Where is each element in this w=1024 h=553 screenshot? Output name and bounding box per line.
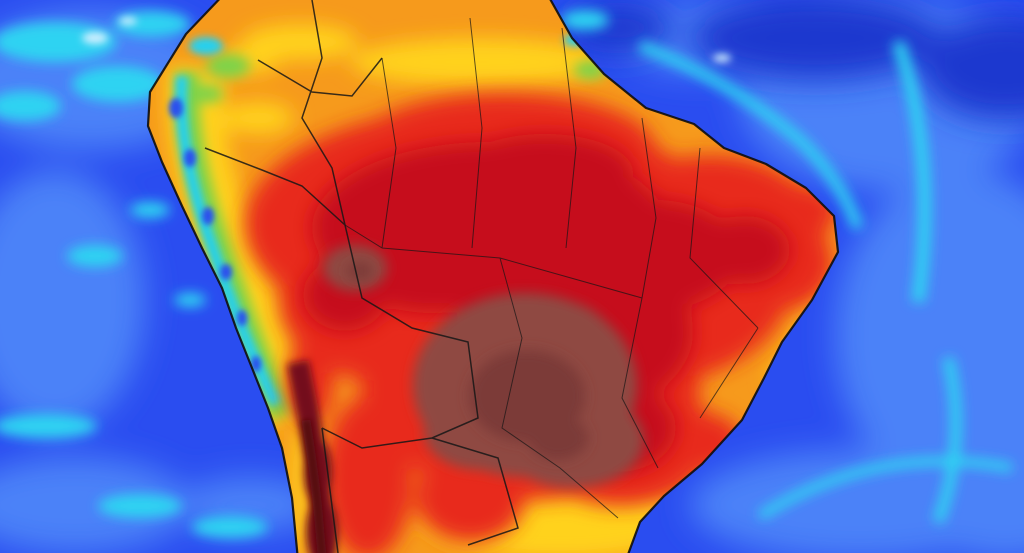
heat-blob xyxy=(347,262,373,280)
heat-blob xyxy=(570,200,740,310)
extreme-maroon-core xyxy=(347,262,588,460)
continent xyxy=(148,0,838,553)
cold-spot xyxy=(237,310,247,326)
ocean-swirl xyxy=(891,39,932,303)
cold-spot xyxy=(220,264,232,280)
ocean-swirl xyxy=(0,91,61,121)
ocean-swirl xyxy=(72,66,164,102)
darkest-stripe xyxy=(301,419,327,553)
ocean-deep xyxy=(920,16,1024,120)
ocean-swirl xyxy=(174,293,206,307)
heat-blob xyxy=(528,416,588,460)
heat-blob xyxy=(222,102,294,134)
heat-blob xyxy=(457,134,633,210)
heat-blob xyxy=(324,396,412,553)
ocean-cyan-swirls xyxy=(0,10,1013,538)
cold-speck xyxy=(713,54,731,62)
heat-blob xyxy=(700,216,790,284)
ocean-current xyxy=(915,450,1024,553)
country-borders xyxy=(204,0,519,553)
ocean-swirl xyxy=(0,22,117,62)
heat-blob xyxy=(415,453,525,543)
ocean-swirl xyxy=(114,11,190,37)
cold-spot xyxy=(251,356,261,372)
ocean-swirl xyxy=(192,516,268,538)
chile-andes-darkest-core xyxy=(301,419,327,553)
ocean-current xyxy=(0,457,190,553)
ocean-current xyxy=(0,170,145,430)
pale-specks xyxy=(82,17,731,62)
cool-blob xyxy=(193,85,223,103)
ocean-swirl xyxy=(638,40,864,230)
cold-spot xyxy=(202,207,214,225)
ocean-swirl xyxy=(757,456,1013,520)
ocean-current xyxy=(835,170,1024,500)
ocean-swirl xyxy=(932,356,962,524)
ocean-swirl xyxy=(130,202,170,218)
ocean-deep xyxy=(690,0,940,80)
ocean-swirl xyxy=(98,494,182,518)
cold-spot xyxy=(184,149,196,167)
cold-blue-spots xyxy=(169,98,261,372)
state-borders xyxy=(344,17,759,519)
heat-blob xyxy=(350,38,610,86)
cool-blob xyxy=(189,37,223,55)
coastline xyxy=(146,0,840,553)
ocean-swirl xyxy=(561,10,609,30)
ocean-swirl xyxy=(0,414,97,438)
ocean-swirl xyxy=(67,245,123,267)
cold-speck xyxy=(119,17,137,25)
cold-spot xyxy=(169,98,183,118)
cold-speck xyxy=(82,32,108,44)
cool-blob xyxy=(206,54,250,78)
